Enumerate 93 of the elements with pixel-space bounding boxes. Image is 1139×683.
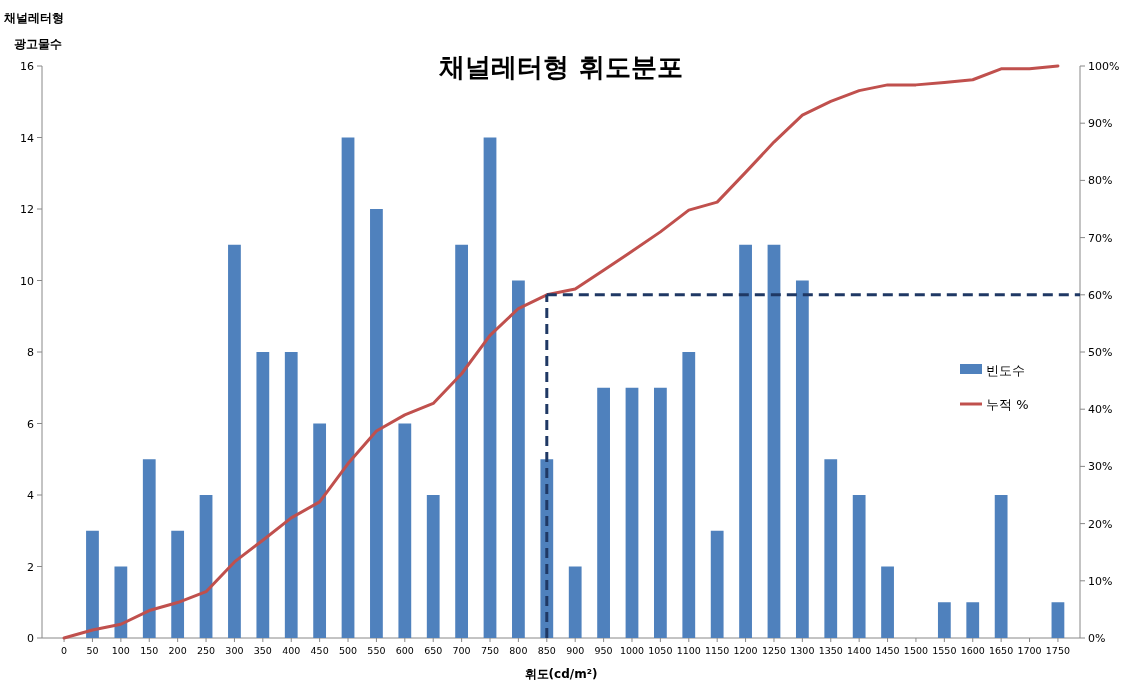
bar (966, 602, 980, 638)
y2-tick-label: 30% (1088, 460, 1113, 474)
y-tick-label: 10 (20, 274, 34, 288)
x-tick-label: 150 (140, 645, 159, 656)
x-tick-label: 1100 (676, 645, 701, 656)
y-tick-label: 8 (27, 346, 34, 359)
x-tick-label: 1400 (847, 645, 872, 656)
y-tick-label: 12 (20, 203, 34, 216)
bar (171, 530, 185, 638)
bar (654, 387, 667, 638)
x-tick-label: 1600 (960, 645, 985, 656)
x-tick-label: 550 (367, 645, 386, 656)
x-tick-label: 200 (168, 645, 187, 656)
x-tick-label: 500 (338, 645, 358, 656)
bar (824, 459, 838, 638)
x-tick-label: 250 (196, 645, 216, 656)
y-tick-label: 2 (27, 560, 34, 574)
bar (568, 566, 582, 638)
bar (398, 423, 412, 638)
bar (625, 387, 639, 638)
bar (1051, 602, 1065, 638)
y-axis-title: 채널레터형 광고물수 (3, 11, 64, 51)
bar (710, 530, 724, 638)
y2-tick-label: 0% (1088, 632, 1106, 645)
x-tick-label: 1700 (1017, 645, 1042, 656)
x-tick-label: 300 (225, 645, 244, 656)
bar (795, 280, 809, 638)
x-tick-label: 1750 (1045, 645, 1071, 656)
bar (228, 244, 241, 638)
bar (370, 209, 383, 638)
bar (881, 566, 894, 638)
legend-label: 빈도수 (986, 363, 1025, 378)
x-tick-label: 1500 (903, 645, 929, 656)
bar (682, 352, 696, 638)
x-tick-label: 1450 (875, 645, 900, 656)
x-tick-label: 1200 (733, 645, 758, 656)
bar (937, 602, 951, 638)
x-tick-label: 1150 (705, 645, 730, 656)
y2-tick-label: 50% (1088, 346, 1113, 359)
bar (739, 244, 752, 638)
x-tick-label: 800 (509, 645, 528, 656)
bar (114, 566, 128, 638)
bar (994, 495, 1008, 638)
x-tick-label: 0 (61, 645, 68, 656)
bar (767, 244, 781, 638)
y2-tick-label: 80% (1088, 174, 1113, 188)
x-tick-label: 700 (452, 645, 471, 656)
bar (483, 137, 497, 638)
x-tick-label: 1250 (761, 645, 787, 656)
x-tick-label: 1350 (818, 645, 843, 656)
y2-tick-label: 60% (1088, 288, 1113, 302)
x-tick-label: 450 (310, 645, 329, 656)
legend-label: 누적 % (986, 397, 1029, 412)
bar (313, 423, 327, 638)
bar (256, 352, 270, 638)
y-tick-label: 16 (20, 60, 34, 73)
y2-tick-label: 10% (1088, 574, 1113, 588)
y2-tick-label: 40% (1088, 403, 1113, 417)
x-tick-label: 1550 (932, 645, 957, 656)
chart-title: 채널레터형 휘도분포 (439, 52, 683, 82)
x-tick-label: 900 (566, 645, 585, 656)
bar (142, 459, 156, 638)
bar (852, 495, 866, 638)
y-tick-label: 0 (27, 632, 34, 645)
y-tick-label: 4 (27, 489, 34, 502)
bar (341, 137, 355, 638)
y-tick-label: 6 (27, 417, 34, 431)
y2-tick-label: 90% (1088, 117, 1113, 131)
bar (455, 244, 468, 638)
y2-tick-label: 70% (1088, 231, 1113, 245)
x-tick-label: 350 (253, 645, 272, 656)
x-tick-label: 50 (86, 645, 99, 656)
x-tick-label: 750 (480, 645, 500, 656)
x-tick-label: 950 (594, 645, 613, 656)
x-tick-label: 400 (282, 645, 301, 656)
x-tick-label: 1300 (790, 645, 815, 656)
x-tick-label: 850 (537, 645, 556, 656)
x-tick-label: 650 (424, 645, 443, 656)
bar (199, 495, 213, 638)
bar (284, 352, 298, 638)
x-tick-label: 1050 (648, 645, 673, 656)
x-tick-label: 1650 (989, 645, 1014, 656)
bar (597, 387, 610, 638)
y2-tick-label: 20% (1088, 517, 1113, 531)
x-tick-label: 100 (111, 645, 130, 656)
x-tick-label: 600 (395, 645, 414, 656)
y-tick-label: 14 (20, 131, 34, 145)
x-axis-title: 휘도(cd/m²) (524, 667, 598, 681)
bar (512, 280, 525, 638)
bar (426, 495, 440, 638)
bar (86, 530, 99, 638)
y2-tick-label: 100% (1088, 60, 1120, 73)
x-tick-label: 1000 (619, 645, 645, 656)
